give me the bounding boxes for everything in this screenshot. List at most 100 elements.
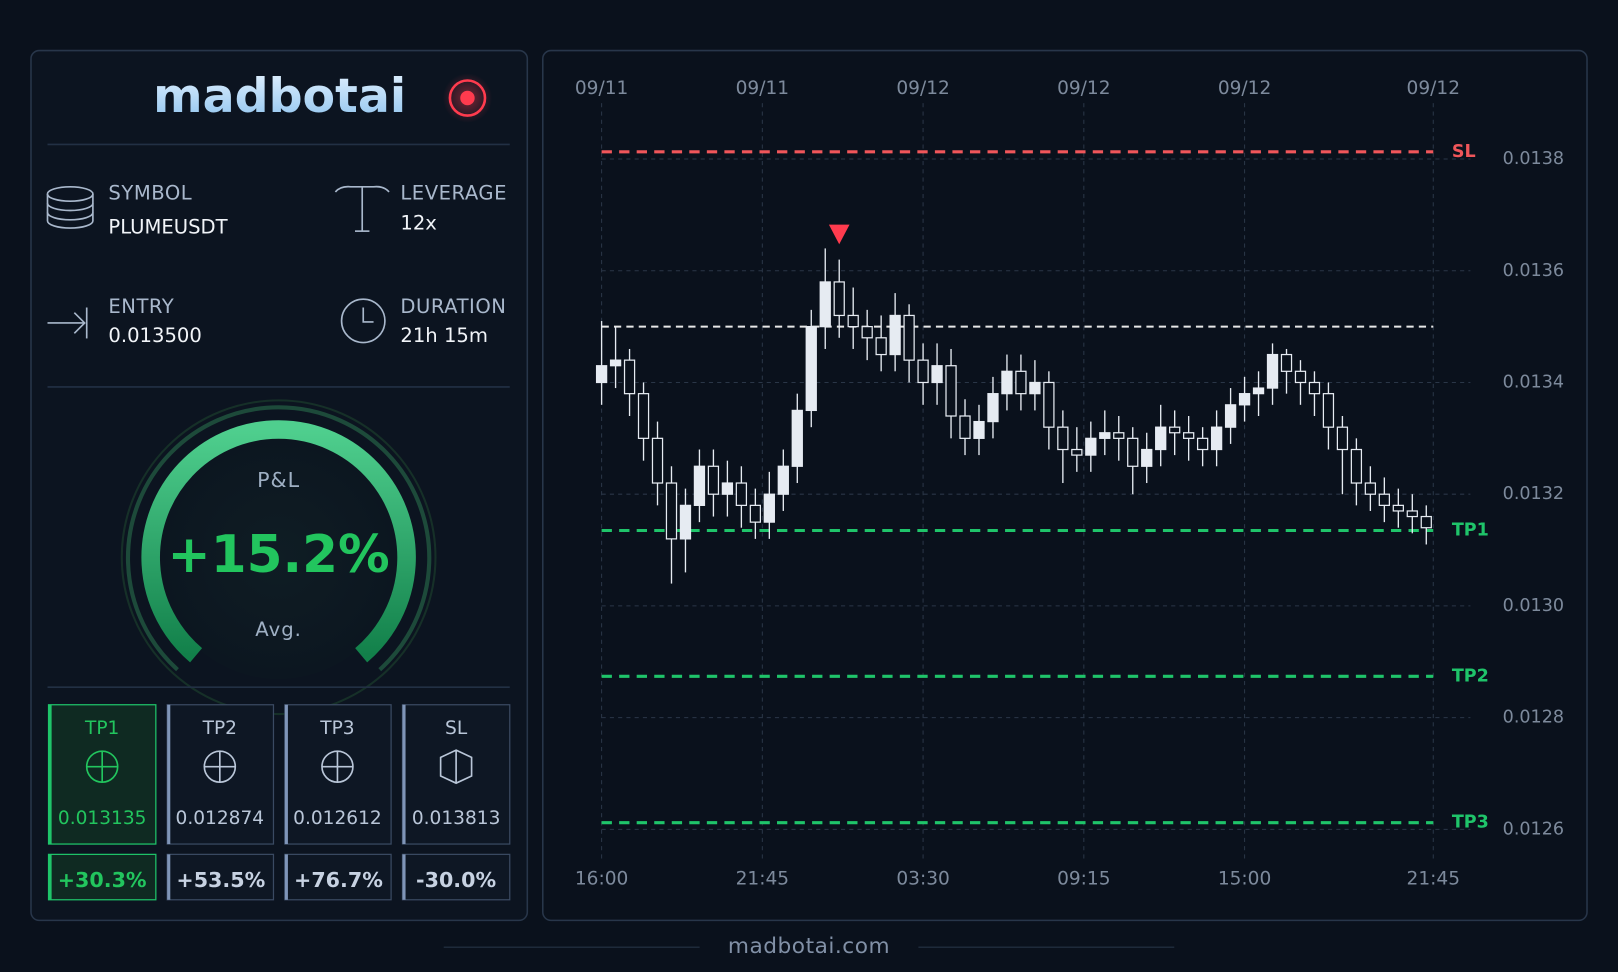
candle-body bbox=[1196, 437, 1209, 451]
target-icon bbox=[203, 750, 237, 783]
gauge-outer-ring bbox=[120, 399, 437, 716]
level-label: TP1 bbox=[1452, 521, 1489, 541]
candle-body bbox=[1155, 426, 1167, 451]
x-tick-date: 09/12 bbox=[1218, 78, 1272, 99]
candle-body bbox=[917, 359, 929, 384]
card-accent bbox=[402, 854, 406, 900]
candle-body bbox=[1057, 426, 1069, 451]
x-tick-date: 09/11 bbox=[575, 78, 628, 99]
candle-body bbox=[945, 365, 957, 417]
candle-body bbox=[1322, 393, 1335, 428]
signal-marker bbox=[828, 224, 850, 245]
candle-body bbox=[1113, 432, 1125, 439]
x-tick-date: 09/12 bbox=[1407, 78, 1461, 99]
change-box bbox=[47, 853, 157, 901]
field-value: 0.013500 bbox=[108, 324, 202, 347]
candle-body bbox=[1183, 432, 1195, 439]
candle-body bbox=[637, 393, 650, 439]
gauge-halo bbox=[125, 405, 432, 672]
candle-body bbox=[1392, 504, 1404, 512]
field-label: ENTRY bbox=[108, 295, 174, 318]
candle-body bbox=[679, 504, 692, 540]
card-accent bbox=[48, 854, 52, 900]
record-ring bbox=[448, 79, 487, 117]
y-tick-label: 0.0126 bbox=[1503, 819, 1564, 839]
x-tick-date: 09/12 bbox=[896, 78, 950, 99]
candle-body bbox=[1336, 426, 1349, 451]
card-name: TP3 bbox=[319, 718, 354, 739]
candle-body bbox=[749, 504, 762, 523]
y-tick-label: 0.0130 bbox=[1503, 596, 1564, 616]
card-price: 0.012612 bbox=[293, 808, 382, 829]
candle-body bbox=[1308, 381, 1321, 395]
candle-body bbox=[1141, 448, 1153, 467]
card-accent bbox=[167, 704, 171, 845]
gauge-arc bbox=[141, 420, 416, 663]
candle-body bbox=[1266, 353, 1279, 389]
clock-icon bbox=[340, 298, 386, 344]
candle-body bbox=[805, 326, 817, 412]
candle-body bbox=[707, 465, 720, 495]
card-change: +30.3% bbox=[58, 868, 147, 892]
candle-body bbox=[1406, 510, 1418, 518]
candle-body bbox=[875, 337, 887, 356]
level-label: SL bbox=[1452, 142, 1476, 162]
candle-body bbox=[1420, 515, 1432, 529]
card-change: -30.0% bbox=[416, 868, 496, 892]
field-value: 21h 15m bbox=[400, 324, 488, 347]
gauge-disc bbox=[156, 435, 401, 679]
change-box bbox=[401, 853, 511, 901]
target-card: TP3 0.012612 +76.7% bbox=[284, 704, 392, 901]
candle-body bbox=[861, 326, 873, 339]
x-tick-label: 03:30 bbox=[896, 869, 950, 890]
candle-body bbox=[847, 314, 859, 328]
card-name: SL bbox=[445, 718, 468, 739]
target-card: TP1 0.013135 +30.3% bbox=[47, 704, 157, 901]
candle-body bbox=[651, 437, 664, 484]
change-box bbox=[166, 853, 275, 901]
pnl-label: P&L bbox=[257, 468, 300, 492]
candle-body bbox=[931, 365, 943, 384]
target-card: SL 0.013813 -30.0% bbox=[401, 704, 511, 901]
brand-logo: madbotai bbox=[153, 69, 406, 124]
card-price: 0.013813 bbox=[412, 808, 501, 829]
database-icon bbox=[46, 185, 94, 229]
candle-body bbox=[903, 314, 915, 361]
candle-body bbox=[609, 359, 622, 367]
pnl-note: Avg. bbox=[255, 618, 302, 641]
y-tick-label: 0.0134 bbox=[1503, 372, 1564, 392]
card-accent bbox=[284, 854, 288, 900]
level-label: TP3 bbox=[1452, 813, 1489, 833]
candle-body bbox=[1029, 381, 1041, 395]
candle-body bbox=[1252, 387, 1265, 395]
candle-body bbox=[721, 482, 734, 495]
x-tick-label: 09:15 bbox=[1057, 869, 1111, 890]
target-icon bbox=[321, 750, 354, 783]
card-accent bbox=[48, 704, 52, 845]
x-tick-date: 09/12 bbox=[1057, 78, 1111, 99]
y-tick-label: 0.0132 bbox=[1503, 484, 1564, 504]
field-value: PLUMEUSDT bbox=[108, 216, 228, 239]
card-price: 0.012874 bbox=[176, 808, 265, 829]
card-name: TP1 bbox=[84, 718, 119, 739]
candle-body bbox=[1169, 426, 1181, 434]
card-change: +53.5% bbox=[176, 868, 265, 892]
candle-body bbox=[833, 281, 845, 317]
candle-body bbox=[623, 359, 636, 395]
y-tick-label: 0.0138 bbox=[1503, 149, 1564, 169]
y-tick-label: 0.0128 bbox=[1503, 708, 1564, 728]
x-tick-date: 09/11 bbox=[736, 78, 790, 99]
change-box bbox=[284, 853, 392, 901]
candle-body bbox=[595, 365, 608, 384]
candle-body bbox=[959, 415, 971, 439]
candle-body bbox=[1224, 404, 1237, 428]
chart-panel bbox=[542, 49, 1588, 922]
footer-text: madbotai.com bbox=[728, 934, 890, 959]
candle-body bbox=[665, 482, 678, 540]
card-change: +76.7% bbox=[294, 868, 383, 892]
candle-body bbox=[1127, 437, 1139, 467]
x-tick-label: 16:00 bbox=[575, 869, 628, 890]
record-dot bbox=[460, 90, 475, 106]
